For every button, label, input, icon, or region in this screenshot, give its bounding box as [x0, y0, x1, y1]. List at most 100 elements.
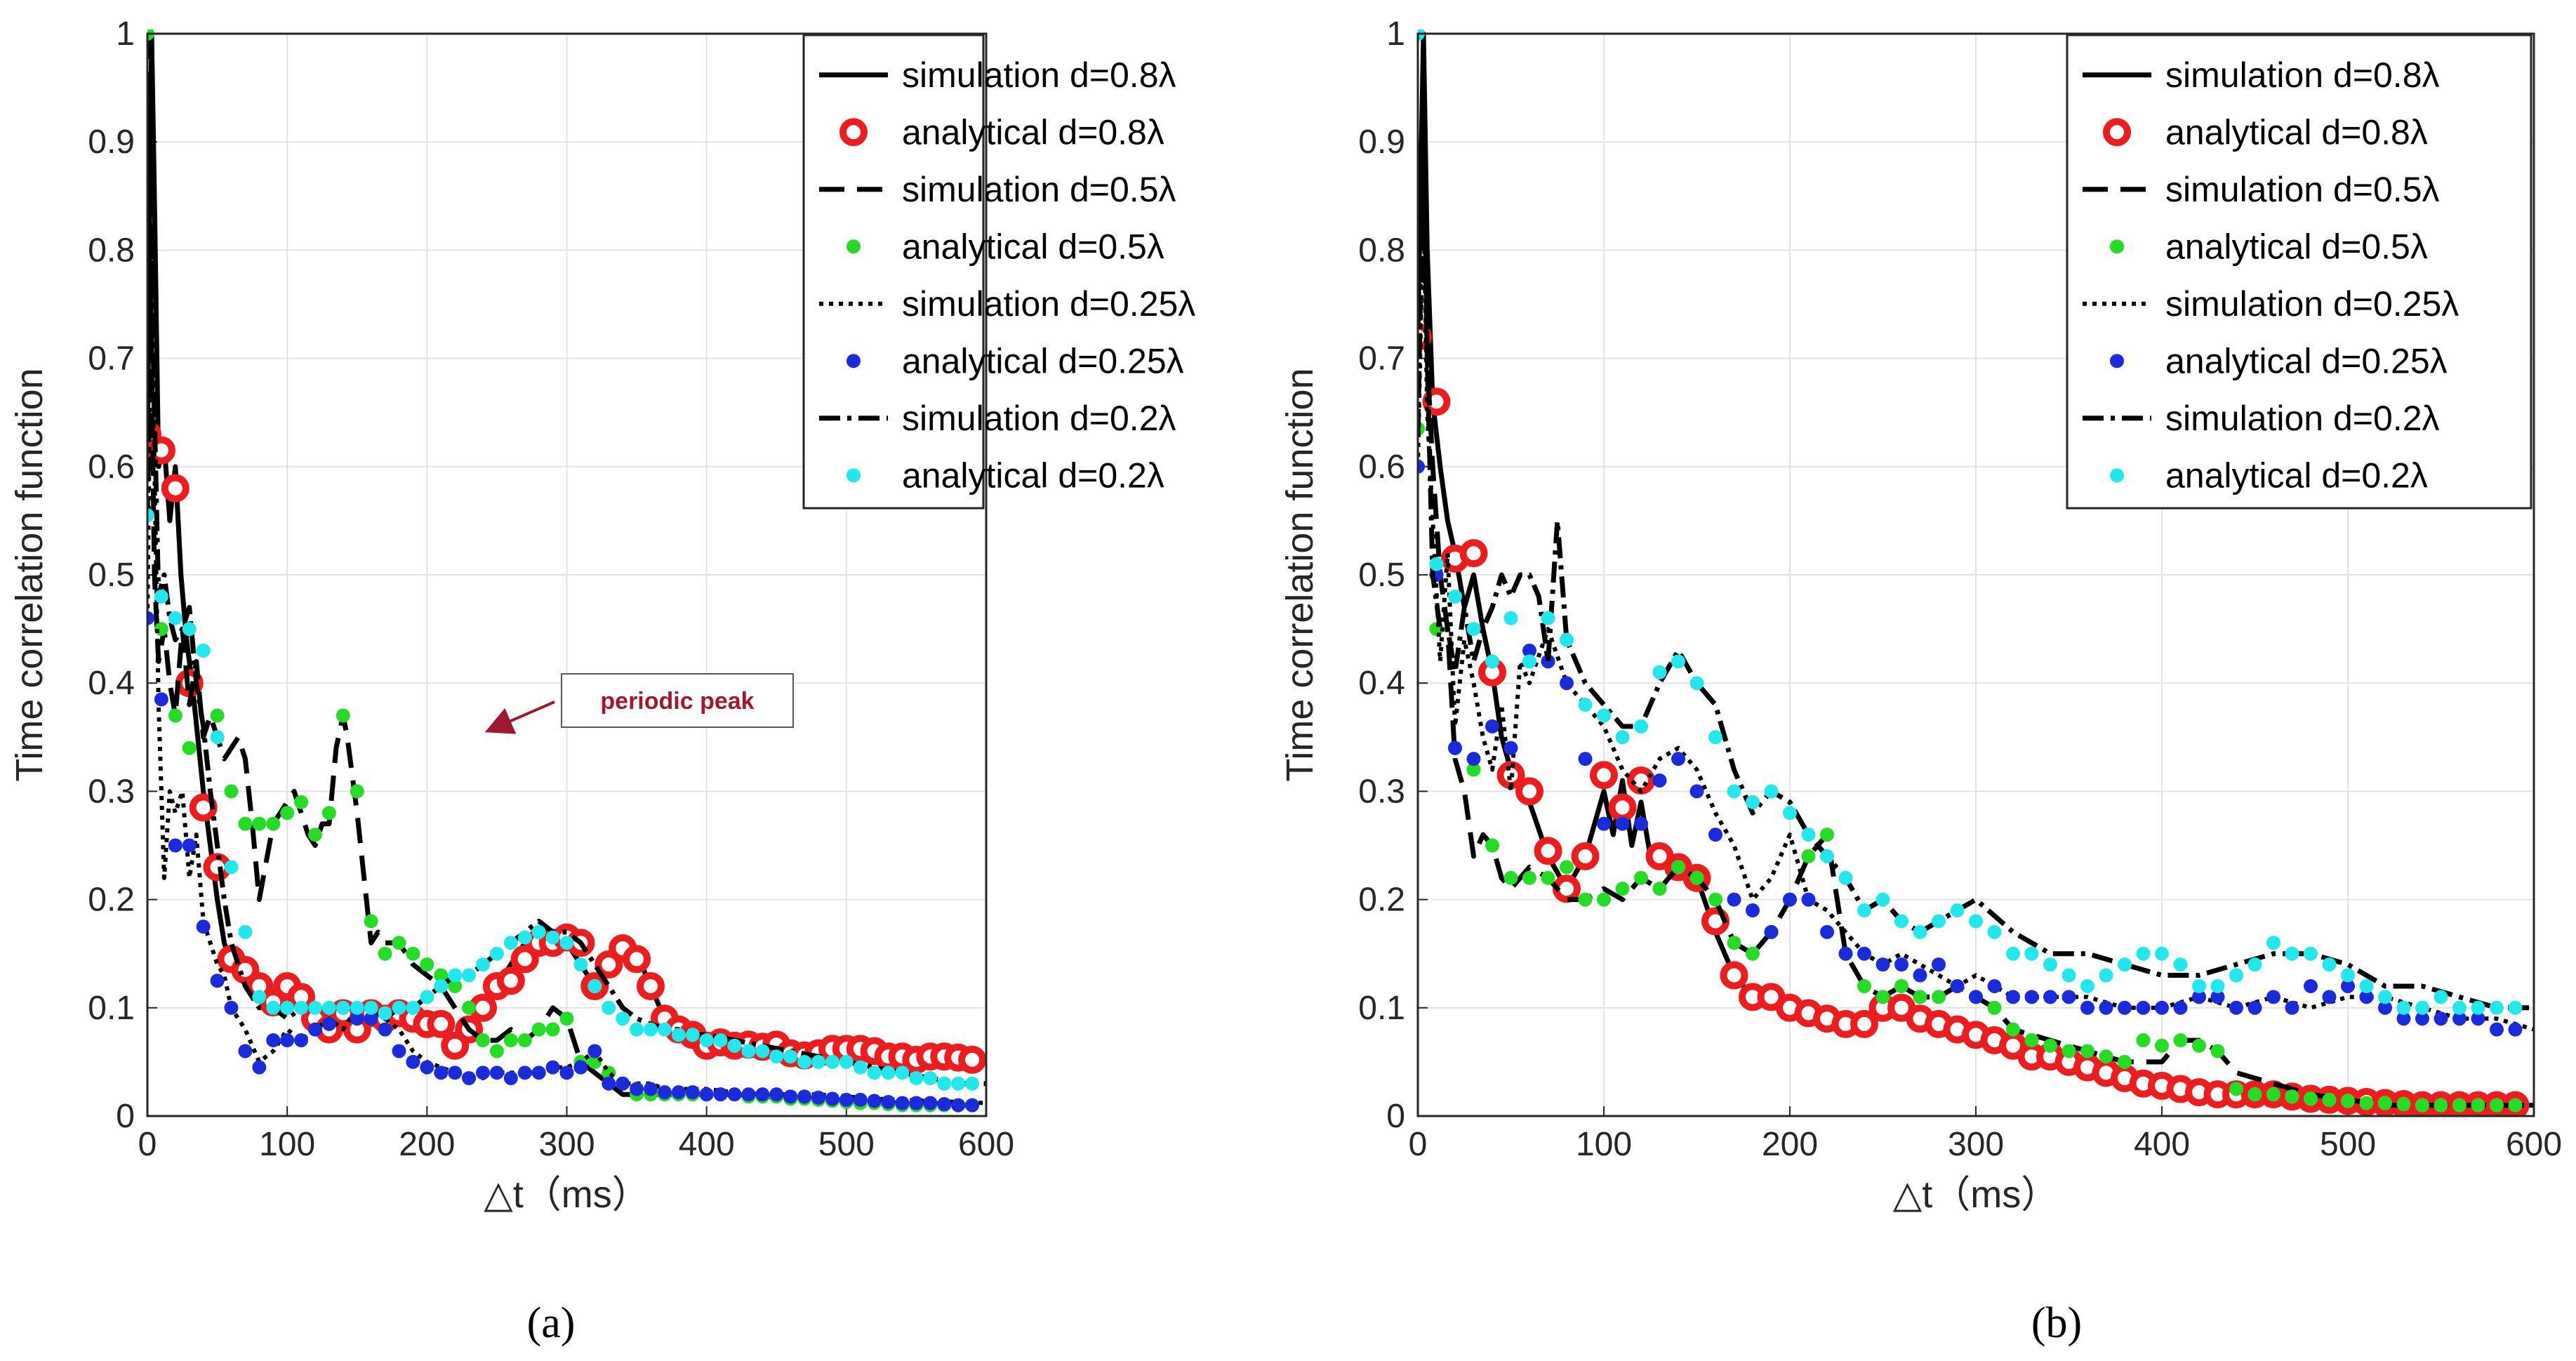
legend-simulation-d-0-5--label: simulation d=0.5λ	[902, 170, 1176, 209]
legend-analytical-d-0-8--label: analytical d=0.8λ	[902, 112, 1164, 152]
series-analytical-d-0-2--point	[182, 622, 197, 637]
series-analytical-d-0-2--point	[350, 1000, 364, 1015]
series-analytical-d-0-5--point	[2155, 1038, 2169, 1053]
series-analytical-d-0-2--point	[2378, 990, 2392, 1004]
series-analytical-d-0-2--point	[489, 946, 504, 961]
legend-analytical-d-0-2--label: analytical d=0.2λ	[902, 456, 1164, 495]
series-analytical-d-0-2--point	[1429, 557, 1444, 571]
series-analytical-d-0-2--point	[602, 1000, 616, 1015]
series-analytical-d-0-25--point	[1838, 946, 1853, 961]
x-tick-label: 200	[1762, 1126, 1818, 1163]
series-analytical-d-0-2--point	[2136, 946, 2151, 961]
series-analytical-d-0-2--point	[1418, 29, 1425, 41]
series-analytical-d-0-25--point	[644, 1082, 658, 1096]
legend-analytical-d-0-25--swatch	[847, 354, 861, 369]
series-analytical-d-0-2--point	[420, 990, 434, 1004]
series-analytical-d-0-2--point	[147, 508, 154, 523]
series-analytical-d-0-25--point	[2378, 1000, 2392, 1015]
series-analytical-d-0-25--point	[1560, 676, 1574, 691]
series-analytical-d-0-8--point	[161, 474, 190, 503]
y-axis-label: Time correlation function	[1279, 368, 1321, 781]
x-axis-label: △t（ms）	[484, 1174, 650, 1216]
series-analytical-d-0-25--point	[238, 1044, 253, 1058]
series-analytical-d-0-25--point	[727, 1087, 742, 1102]
x-axis-label: △t（ms）	[1893, 1174, 2059, 1216]
series-analytical-d-0-25--point	[545, 1060, 560, 1075]
annotation-periodic-peak: periodic peak	[484, 673, 794, 734]
series-analytical-d-0-2--point	[2006, 946, 2020, 961]
series-analytical-d-0-2--point	[1950, 903, 1965, 918]
series-analytical-d-0-5--point	[1708, 892, 1722, 907]
series-analytical-d-0-25--point	[587, 1044, 602, 1058]
panel-b: 0 100 200 300 400 500 600 0 0.1 0.2 0.3 0.4 0.5 0.6 0.…	[1279, 15, 2562, 1216]
series-analytical-d-0-2--point	[336, 1000, 350, 1015]
series-analytical-d-0-5--point	[2118, 1054, 2132, 1069]
series-analytical-d-0-25--point	[196, 919, 211, 934]
series-analytical-d-0-5--point	[280, 806, 295, 821]
series-analytical-d-0-2--point	[937, 1076, 952, 1091]
series-analytical-d-0-5--point	[1746, 946, 1760, 961]
series-analytical-d-0-25--point	[2192, 990, 2206, 1004]
series-analytical-d-0-25--point	[1708, 828, 1722, 842]
x-tick-label: 400	[679, 1126, 735, 1163]
series-analytical-d-0-25--point	[308, 1022, 322, 1037]
series-analytical-d-0-25--point	[1541, 654, 1555, 669]
series-analytical-d-0-5--point	[1671, 860, 1685, 875]
annotation-arrow	[484, 701, 555, 734]
series-analytical-d-0-5--point	[2080, 1044, 2094, 1058]
series-analytical-d-0-25--point	[1503, 741, 1518, 755]
series-analytical-d-0-25--point	[713, 1087, 728, 1102]
series-analytical-d-0-8--point	[496, 967, 525, 995]
series-analytical-d-0-25--point	[1597, 816, 1611, 831]
series-analytical-d-0-25--point	[2341, 978, 2355, 993]
series-analytical-d-0-2--point	[2359, 978, 2374, 993]
y-tick-label: 0.6	[1358, 449, 1405, 486]
series-analytical-d-0-25--point	[1727, 892, 1741, 907]
series-analytical-d-0-2--point	[252, 990, 267, 1004]
x-tick-label: 100	[1576, 1126, 1632, 1163]
series-analytical-d-0-25--point	[2043, 990, 2057, 1004]
x-tick-label: 400	[2134, 1126, 2190, 1163]
series-analytical-d-0-5--point	[2341, 1094, 2355, 1108]
series-analytical-d-0-2--point	[1689, 676, 1704, 691]
series-analytical-d-0-25--point	[867, 1094, 882, 1108]
legend-analytical-d-0-25--label: analytical d=0.25λ	[902, 341, 1184, 380]
series-analytical-d-0-25--point	[517, 1065, 532, 1080]
series-analytical-d-0-5--point	[1597, 892, 1611, 907]
series-analytical-d-0-2--point	[951, 1076, 966, 1091]
series-analytical-d-0-25--point	[1418, 459, 1425, 474]
series-analytical-d-0-5--point	[2396, 1097, 2411, 1112]
series-analytical-d-0-25--point	[1801, 892, 1816, 907]
series-analytical-d-0-5--point	[350, 784, 364, 799]
series-analytical-d-0-5--point	[321, 806, 336, 821]
series-analytical-d-0-25--point	[2024, 990, 2039, 1004]
series-analytical-d-0-25--point	[392, 1044, 406, 1058]
series-analytical-d-0-2--point	[2248, 957, 2262, 972]
series-analytical-d-0-2--point	[2099, 968, 2113, 983]
y-tick-label: 1	[116, 15, 135, 53]
series-analytical-d-0-5--point	[1913, 990, 1927, 1004]
series-analytical-d-0-25--point	[755, 1087, 770, 1102]
legend-simulation-d-0-2--label: simulation d=0.2λ	[2165, 399, 2440, 438]
series-analytical-d-0-2--point	[503, 936, 518, 950]
series-analytical-d-0-25--point	[657, 1085, 672, 1100]
y-tick-label: 0.8	[88, 232, 135, 269]
series-analytical-d-0-2--point	[1615, 730, 1630, 745]
y-tick-label: 0.3	[88, 773, 135, 810]
legend-simulation-d-0-2--label: simulation d=0.2λ	[902, 399, 1176, 438]
series-analytical-d-0-5--point	[2006, 1022, 2020, 1037]
series-analytical-d-0-2--point	[1522, 654, 1536, 669]
series-analytical-d-0-25--point	[1615, 816, 1630, 831]
series-analytical-d-0-25--point	[559, 1065, 574, 1080]
series-analytical-d-0-2--point	[434, 978, 449, 993]
series-analytical-d-0-2--point	[811, 1054, 825, 1069]
legend-analytical-d-0-8--swatch	[839, 118, 868, 147]
series-analytical-d-0-2--point	[2266, 936, 2280, 950]
y-tick-label: 0.2	[1358, 882, 1405, 919]
y-tick-label: 0.2	[88, 882, 135, 919]
series-analytical-d-0-25--point	[741, 1087, 756, 1102]
series-analytical-d-0-5--point	[2192, 1038, 2206, 1053]
series-analytical-d-0-2--point	[2210, 978, 2225, 993]
series-analytical-d-0-2--point	[2322, 957, 2337, 972]
series-analytical-d-0-2--point	[168, 611, 182, 625]
